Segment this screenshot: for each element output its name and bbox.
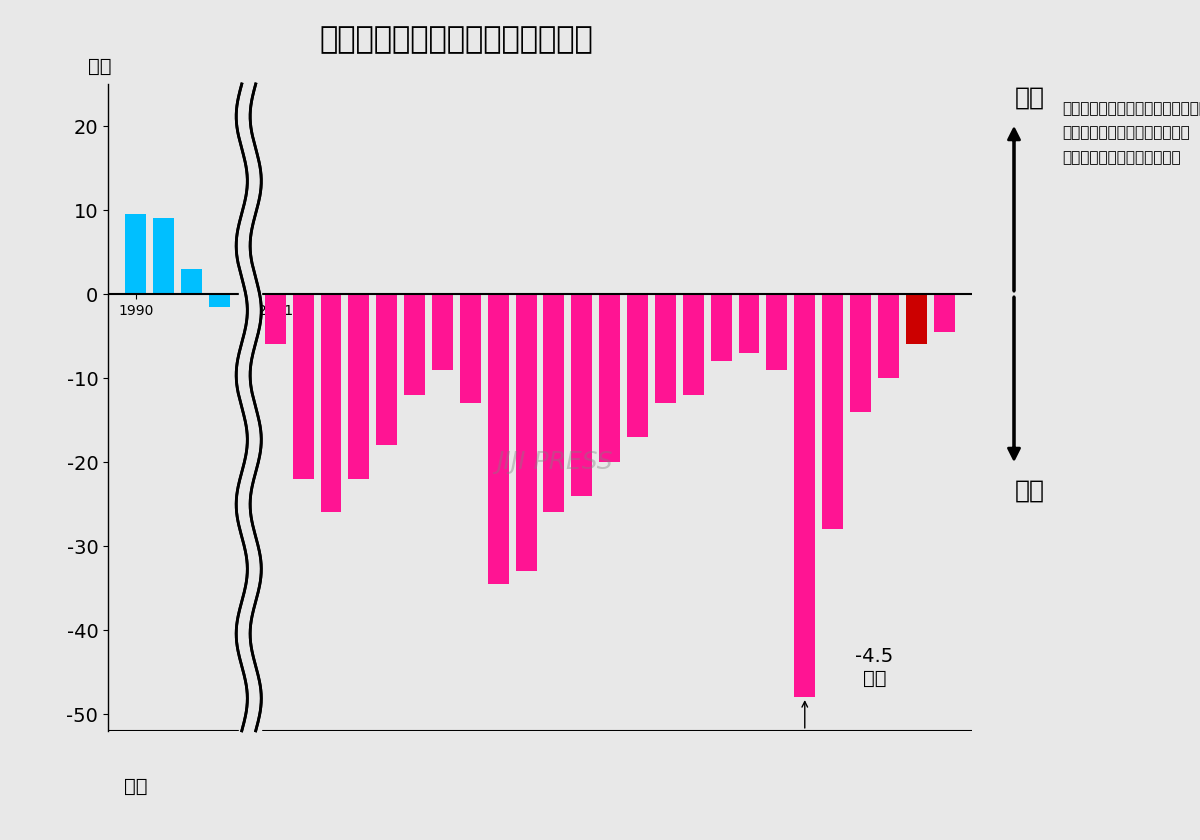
Bar (934, 294, 954, 332)
Bar (154, 218, 174, 294)
Bar (348, 294, 370, 479)
Bar (516, 294, 536, 571)
Bar (404, 294, 425, 395)
Bar (878, 294, 899, 378)
Bar (655, 294, 676, 403)
Bar (767, 294, 787, 370)
Text: （注）１９９０〜９３年度は計算基
準が異なる。２０２３年度まで
は実績、２４年度以降は推計: （注）１９９０〜９３年度は計算基 準が異なる。２０２３年度まで は実績、２４年度… (1062, 101, 1200, 165)
Bar (460, 294, 481, 403)
Bar (628, 294, 648, 437)
Bar (683, 294, 703, 395)
Bar (181, 269, 202, 294)
Bar (432, 294, 452, 370)
Bar (571, 294, 593, 496)
Bar (822, 294, 844, 529)
Bar (906, 294, 926, 344)
Bar (544, 294, 564, 512)
Bar (126, 214, 146, 294)
Text: JIJI PRESS: JIJI PRESS (496, 450, 612, 474)
Bar (209, 294, 230, 307)
Text: 赤字: 赤字 (1015, 479, 1044, 503)
Text: -4.5
兆円: -4.5 兆円 (856, 647, 894, 688)
Text: 黒字: 黒字 (1015, 85, 1044, 109)
Text: 兆円: 兆円 (88, 56, 112, 76)
Bar (239, 84, 262, 731)
Bar (320, 294, 342, 512)
Bar (738, 294, 760, 353)
Bar (599, 294, 620, 462)
Text: 国・地方の基礎的財政収支の推移: 国・地方の基礎的財政収支の推移 (319, 25, 593, 55)
Bar (487, 294, 509, 584)
Bar (293, 294, 313, 479)
Bar (377, 294, 397, 445)
Bar (850, 294, 871, 412)
Bar (794, 294, 815, 697)
Text: 年度: 年度 (124, 777, 148, 796)
Bar (265, 294, 286, 344)
Bar (710, 294, 732, 361)
